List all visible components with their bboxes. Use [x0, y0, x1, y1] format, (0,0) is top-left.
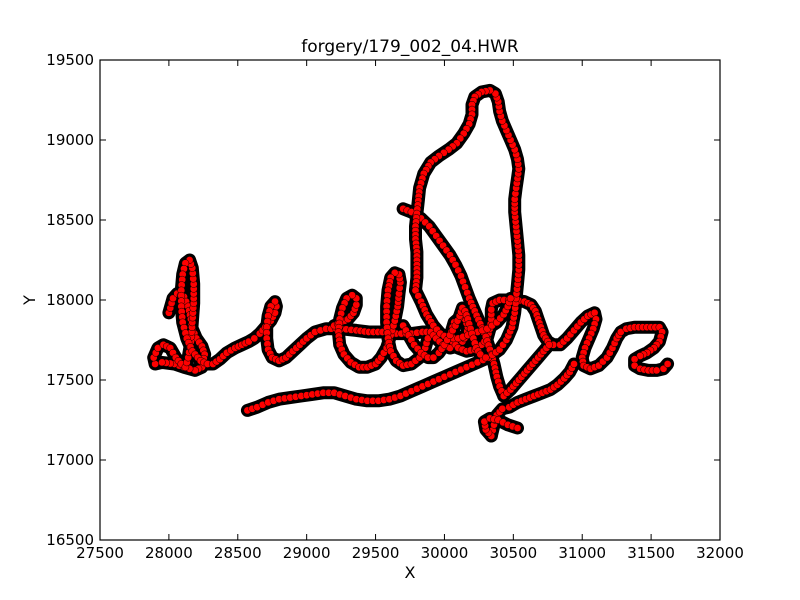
y-tick-label: 16500 [46, 531, 94, 549]
x-tick-label: 28000 [145, 544, 193, 562]
x-tick-label: 29500 [352, 544, 400, 562]
x-tick-label: 32000 [696, 544, 744, 562]
data-marks [147, 83, 675, 443]
x-tick-label: 31000 [558, 544, 606, 562]
y-axis-label: Y [20, 295, 39, 306]
x-tick-label: 29000 [283, 544, 331, 562]
data-point [151, 360, 159, 368]
chart-title: forgery/179_002_04.HWR [301, 37, 519, 57]
x-axis: 27500 28000 28500 29000 29500 30000 30500 31000… [76, 60, 744, 562]
data-point [570, 360, 578, 368]
y-tick-label: 18500 [46, 211, 94, 229]
data-point [250, 334, 259, 343]
y-tick-label: 19000 [46, 131, 94, 149]
y-tick-label: 17500 [46, 371, 94, 389]
x-axis-label: X [405, 563, 416, 582]
data-point [487, 305, 496, 314]
x-tick-label: 30500 [489, 544, 537, 562]
data-point [513, 424, 522, 432]
x-tick-label: 28500 [214, 544, 262, 562]
data-point [652, 366, 661, 375]
x-tick-label: 30000 [421, 544, 469, 562]
data-point [590, 308, 599, 317]
data-point [506, 294, 515, 303]
data-point [663, 360, 672, 368]
data-point [498, 404, 507, 413]
y-tick-label: 17000 [46, 451, 94, 469]
y-tick-label: 19500 [46, 51, 94, 69]
y-axis: 16500 17000 17500 18000 18500 19000 19500 [46, 51, 720, 549]
data-point [630, 355, 639, 364]
x-tick-label: 31500 [627, 544, 675, 562]
data-point [352, 300, 361, 309]
plot-area [147, 83, 675, 443]
data-point [481, 353, 490, 362]
data-point [429, 353, 438, 362]
data-point [158, 358, 166, 367]
y-tick-label: 18000 [46, 291, 94, 309]
x-tick-label: 27500 [76, 544, 124, 562]
data-point [545, 340, 554, 349]
